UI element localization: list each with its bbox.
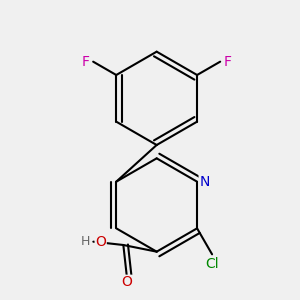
Text: O: O bbox=[95, 235, 106, 249]
Text: N: N bbox=[199, 175, 210, 189]
Text: Cl: Cl bbox=[205, 256, 219, 271]
Text: F: F bbox=[224, 55, 232, 69]
Text: H: H bbox=[80, 235, 90, 248]
Text: F: F bbox=[82, 55, 90, 69]
Text: O: O bbox=[121, 275, 132, 289]
